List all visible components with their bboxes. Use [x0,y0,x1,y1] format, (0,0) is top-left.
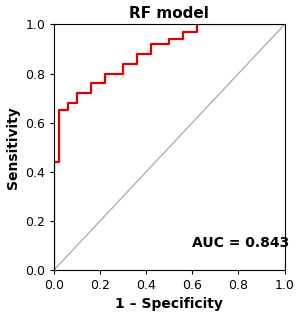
Title: RF model: RF model [129,6,209,21]
Text: AUC = 0.843: AUC = 0.843 [192,236,290,250]
Y-axis label: Sensitivity: Sensitivity [6,106,20,189]
X-axis label: 1 – Specificity: 1 – Specificity [116,297,223,311]
